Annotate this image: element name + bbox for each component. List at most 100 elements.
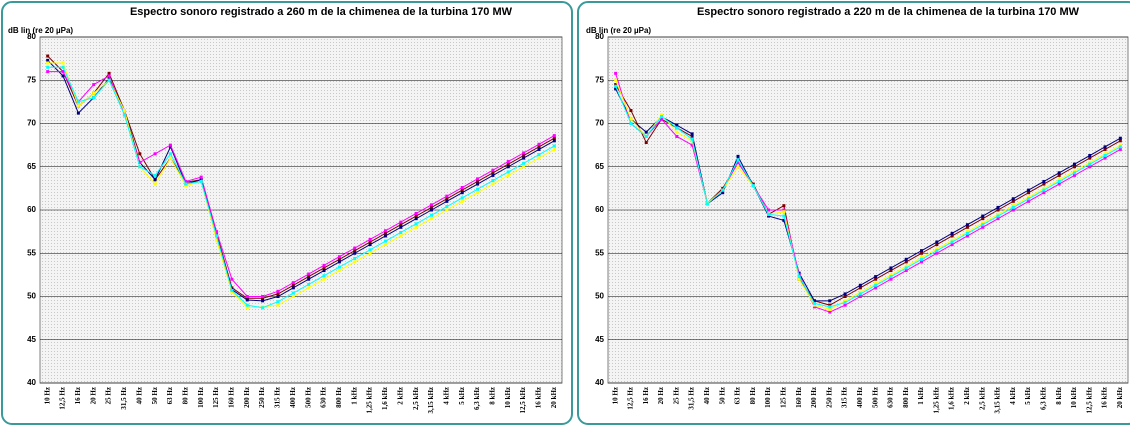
data-point — [996, 217, 1000, 221]
data-point — [184, 184, 188, 188]
y-tick-label: 80 — [27, 32, 36, 41]
data-point — [245, 295, 249, 298]
x-tick-label: 12,5 Hz — [627, 387, 635, 410]
data-point — [1042, 186, 1046, 190]
data-point — [552, 136, 556, 140]
data-point — [935, 247, 939, 251]
data-point — [46, 54, 50, 58]
data-point — [537, 156, 541, 160]
data-point — [245, 298, 249, 302]
data-point — [889, 277, 893, 281]
data-point — [629, 109, 633, 113]
series-line — [615, 73, 1121, 313]
x-tick-label: 50 Hz — [151, 387, 159, 404]
data-point — [874, 283, 878, 287]
data-point — [414, 211, 418, 215]
data-point — [353, 256, 357, 260]
data-point — [721, 186, 725, 190]
y-axis-label: dB lin (re 20 µPa) — [8, 26, 73, 35]
data-point — [552, 147, 556, 151]
data-point — [506, 170, 510, 174]
data-point — [215, 231, 219, 235]
x-tick-label: 1,25 kHz — [932, 387, 940, 413]
data-point — [935, 251, 939, 255]
x-tick-label: 400 Hz — [856, 387, 864, 408]
data-point — [965, 231, 969, 235]
data-point — [430, 205, 433, 209]
data-point — [399, 230, 403, 234]
data-point — [138, 152, 142, 156]
data-point — [276, 292, 280, 296]
data-point — [445, 194, 449, 198]
x-tick-label: 6,3 kHz — [473, 387, 481, 410]
data-point — [476, 191, 480, 195]
x-tick-label: 10 Hz — [43, 387, 51, 404]
data-point — [1118, 145, 1122, 149]
data-point — [904, 260, 908, 264]
x-tick-label: 10 kHz — [1070, 387, 1078, 408]
data-point — [904, 257, 908, 261]
data-point — [245, 306, 249, 310]
y-tick-label: 50 — [27, 292, 36, 301]
x-tick-label: 31,5 Hz — [120, 387, 128, 410]
x-tick-label: 200 Hz — [243, 387, 251, 408]
data-point — [430, 208, 433, 212]
data-point — [767, 212, 771, 216]
data-point — [782, 208, 786, 212]
x-tick-label: 200 Hz — [810, 387, 818, 408]
data-point — [920, 257, 924, 261]
data-point — [644, 130, 648, 134]
x-tick-label: 800 Hz — [335, 387, 343, 408]
data-point — [445, 205, 449, 209]
data-point — [690, 143, 694, 147]
x-tick-label: 315 Hz — [274, 387, 282, 408]
data-point — [1072, 162, 1076, 166]
data-point — [368, 251, 372, 255]
data-point — [812, 303, 816, 307]
data-point — [153, 173, 157, 177]
data-point — [797, 275, 801, 279]
data-point — [751, 184, 755, 188]
x-tick-label: 1,6 kHz — [948, 387, 956, 410]
data-point — [506, 173, 510, 177]
data-point — [1118, 143, 1122, 147]
x-tick-label: 1,25 kHz — [366, 387, 374, 413]
data-point — [506, 160, 510, 164]
data-point — [935, 243, 939, 247]
data-point — [828, 307, 832, 311]
x-tick-label: 160 Hz — [795, 387, 803, 408]
data-point — [904, 264, 908, 268]
data-point — [1072, 173, 1076, 177]
data-point — [1057, 171, 1061, 175]
data-point — [522, 165, 526, 169]
data-point — [506, 162, 510, 166]
data-point — [92, 83, 96, 87]
data-point — [46, 70, 50, 74]
y-axis-label: dB lin (re 20 µPa) — [586, 26, 651, 35]
data-point — [950, 243, 954, 247]
data-point — [690, 134, 694, 138]
data-point — [291, 281, 295, 285]
data-point — [1027, 191, 1031, 195]
x-tick-label: 2,5 kHz — [978, 387, 986, 410]
data-point — [383, 231, 387, 235]
x-tick-label: 16 Hz — [74, 387, 82, 404]
data-point — [307, 272, 311, 276]
y-tick-label: 55 — [27, 248, 36, 257]
data-point — [812, 305, 816, 309]
data-point — [107, 71, 111, 75]
data-point — [460, 191, 464, 195]
data-point — [460, 196, 464, 200]
y-tick-label: 75 — [27, 75, 36, 84]
x-tick-label: 12,5 kHz — [1085, 387, 1093, 413]
data-point — [307, 282, 311, 286]
x-tick-label: 400 Hz — [289, 387, 297, 408]
data-point — [736, 165, 740, 169]
x-tick-label: 1 kHz — [350, 387, 358, 405]
data-point — [782, 214, 786, 218]
x-tick-label: 25 Hz — [672, 387, 680, 404]
data-point — [981, 214, 985, 218]
data-point — [644, 134, 648, 138]
data-point — [874, 286, 878, 290]
data-point — [874, 275, 878, 279]
